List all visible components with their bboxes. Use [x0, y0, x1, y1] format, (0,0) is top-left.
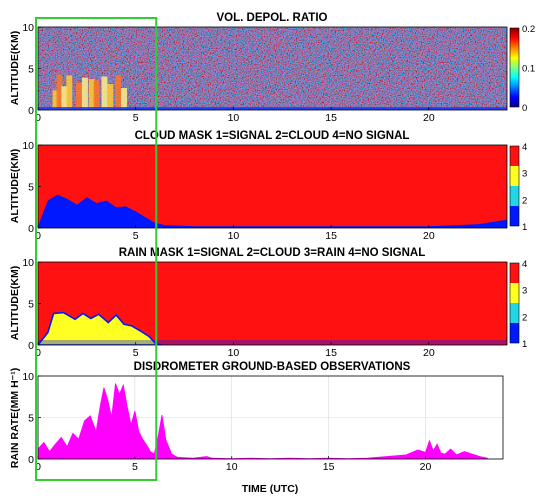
depol-rain-shaft — [120, 87, 127, 110]
highlight-box — [35, 17, 158, 481]
depol-rain-shaft — [93, 80, 100, 110]
depol-rain-shaft — [81, 77, 88, 110]
depol-axes: 0 5 10 15 20 0 5 10 — [22, 22, 435, 124]
disdro-ylabel: RAIN RATE(MM H⁻¹) — [9, 368, 21, 468]
rain-signal-strip — [38, 340, 507, 345]
depol-xtick-label: 20 — [423, 112, 435, 124]
rain-colorbar-segment — [510, 303, 519, 323]
depol-rain-shaft — [76, 82, 83, 110]
depol-colorbar-tick: 0.2 — [522, 24, 535, 35]
rain-colorbar-tick: 2 — [522, 312, 527, 323]
rain-xtick-label: 20 — [423, 347, 435, 359]
panel-disdro-title: DISDROMETER GROUND-BASED OBSERVATIONS — [134, 361, 411, 373]
panel-rain-mask: RAIN MASK 1=SIGNAL 2=CLOUD 3=RAIN 4=NO S… — [9, 247, 527, 359]
rain-xtick-label: 10 — [228, 347, 240, 359]
disdro-axes: 0 5 10 15 20 0 5 10 — [22, 371, 431, 473]
disdro-ytick-label: 5 — [28, 413, 34, 425]
panel-depol-title: VOL. DEPOL. RATIO — [217, 12, 328, 24]
cloud-axes: 0 5 10 15 20 0 5 10 — [22, 140, 435, 242]
depol-ytick-label: 10 — [22, 22, 34, 34]
depol-ylabel: ALTITUDE(KM) — [9, 31, 21, 105]
depol-rain-shaft — [115, 74, 122, 110]
cloud-ylabel: ALTITUDE(KM) — [9, 149, 21, 223]
rain-xtick-label: 15 — [325, 347, 337, 359]
time-xlabel: TIME (UTC) — [242, 483, 299, 495]
cloud-signal-area — [38, 194, 507, 228]
cloud-xtick-label: 10 — [228, 230, 240, 242]
depol-xtick-label: 15 — [325, 112, 337, 124]
cloud-colorbar-segment — [510, 206, 519, 226]
panel-cloud-title: CLOUD MASK 1=SIGNAL 2=CLOUD 4=NO SIGNAL — [135, 130, 410, 142]
cloud-ytick-label: 10 — [22, 140, 34, 152]
depol-rain-shaft — [56, 74, 63, 110]
rain-colorbar-frame — [509, 262, 520, 344]
depol-ytick-label: 0 — [28, 105, 34, 117]
cloud-ytick-label: 5 — [28, 182, 34, 194]
panel-depol: VOL. DEPOL. RATIO 0 5 10 15 20 0 5 10 ALTITUDE(… — [9, 12, 535, 124]
rain-ytick-label: 0 — [28, 340, 34, 352]
cloud-colorbar-tick: 4 — [522, 142, 527, 153]
rain-ytick-label: 10 — [22, 257, 34, 269]
rain-colorbar-segment — [510, 323, 519, 343]
depol-colorbar-tick: 0 — [522, 103, 527, 114]
depol-rain-shaft — [107, 83, 114, 110]
depol-colorbar-ticks: 0 0.1 0.2 — [522, 24, 535, 114]
disdro-ytick-label: 0 — [28, 454, 34, 466]
cloud-colorbar-segment — [510, 166, 519, 186]
rain-rate-area — [38, 383, 488, 459]
depol-rain-shaft — [61, 86, 68, 110]
depol-xtick-label: 5 — [133, 112, 139, 124]
cloud-colorbar-tick: 1 — [522, 222, 527, 233]
depol-colorbar-tick: 0.1 — [522, 64, 535, 75]
depol-ytick-label: 5 — [28, 64, 34, 76]
depol-rain-shafts — [38, 74, 507, 110]
disdro-xtick-label: 15 — [323, 461, 335, 473]
rain-xtick-label: 0 — [35, 347, 41, 359]
rain-ylabel: ALTITUDE(KM) — [9, 266, 21, 340]
disdro-xtick-label: 5 — [132, 461, 138, 473]
panel-rain-title: RAIN MASK 1=SIGNAL 2=CLOUD 3=RAIN 4=NO S… — [119, 247, 426, 259]
rain-colorbar-tick: 1 — [522, 339, 527, 350]
disdro-xtick-label: 10 — [226, 461, 238, 473]
rain-colorbar-tick: 4 — [522, 259, 527, 270]
disdro-xtick-label: 0 — [35, 461, 41, 473]
rain-colorbar: 1 2 3 4 — [509, 259, 527, 350]
panel-cloud-mask: CLOUD MASK 1=SIGNAL 2=CLOUD 4=NO SIGNAL … — [9, 130, 527, 242]
cloud-xtick-label: 20 — [423, 230, 435, 242]
rain-colorbar-segment — [510, 283, 519, 303]
rain-colorbar-tick: 3 — [522, 286, 527, 297]
depol-rain-shaft — [66, 75, 73, 110]
depol-colorbar — [509, 27, 520, 108]
disdro-ytick-label: 10 — [22, 371, 34, 383]
cloud-colorbar-tick: 2 — [522, 195, 527, 206]
cloud-xtick-label: 15 — [325, 230, 337, 242]
cloud-colorbar-frame — [509, 145, 520, 227]
rain-region-area — [38, 311, 162, 345]
rain-axes: 0 5 10 15 20 0 5 10 — [22, 257, 435, 359]
depol-rain-shaft — [88, 79, 95, 110]
depol-rain-shaft — [52, 90, 59, 110]
rain-colorbar-segment — [510, 263, 519, 283]
cloud-colorbar: 1 2 3 4 — [509, 142, 527, 233]
cloud-colorbar-segment — [510, 186, 519, 206]
cloud-xtick-label: 5 — [133, 230, 139, 242]
depol-xtick-label: 0 — [35, 112, 41, 124]
rain-xtick-label: 5 — [133, 347, 139, 359]
cloud-xtick-label: 0 — [35, 230, 41, 242]
cloud-colorbar-tick: 3 — [522, 169, 527, 180]
cloud-ytick-label: 0 — [28, 223, 34, 235]
disdro-xtick-label: 20 — [420, 461, 432, 473]
depol-xtick-label: 10 — [228, 112, 240, 124]
cloud-colorbar-segment — [510, 146, 519, 166]
depol-rain-shaft — [101, 76, 108, 110]
rain-ytick-label: 5 — [28, 299, 34, 311]
panel-disdrometer: DISDROMETER GROUND-BASED OBSERVATIONS 0 5… — [9, 361, 504, 495]
depol-surface-band — [38, 107, 507, 110]
